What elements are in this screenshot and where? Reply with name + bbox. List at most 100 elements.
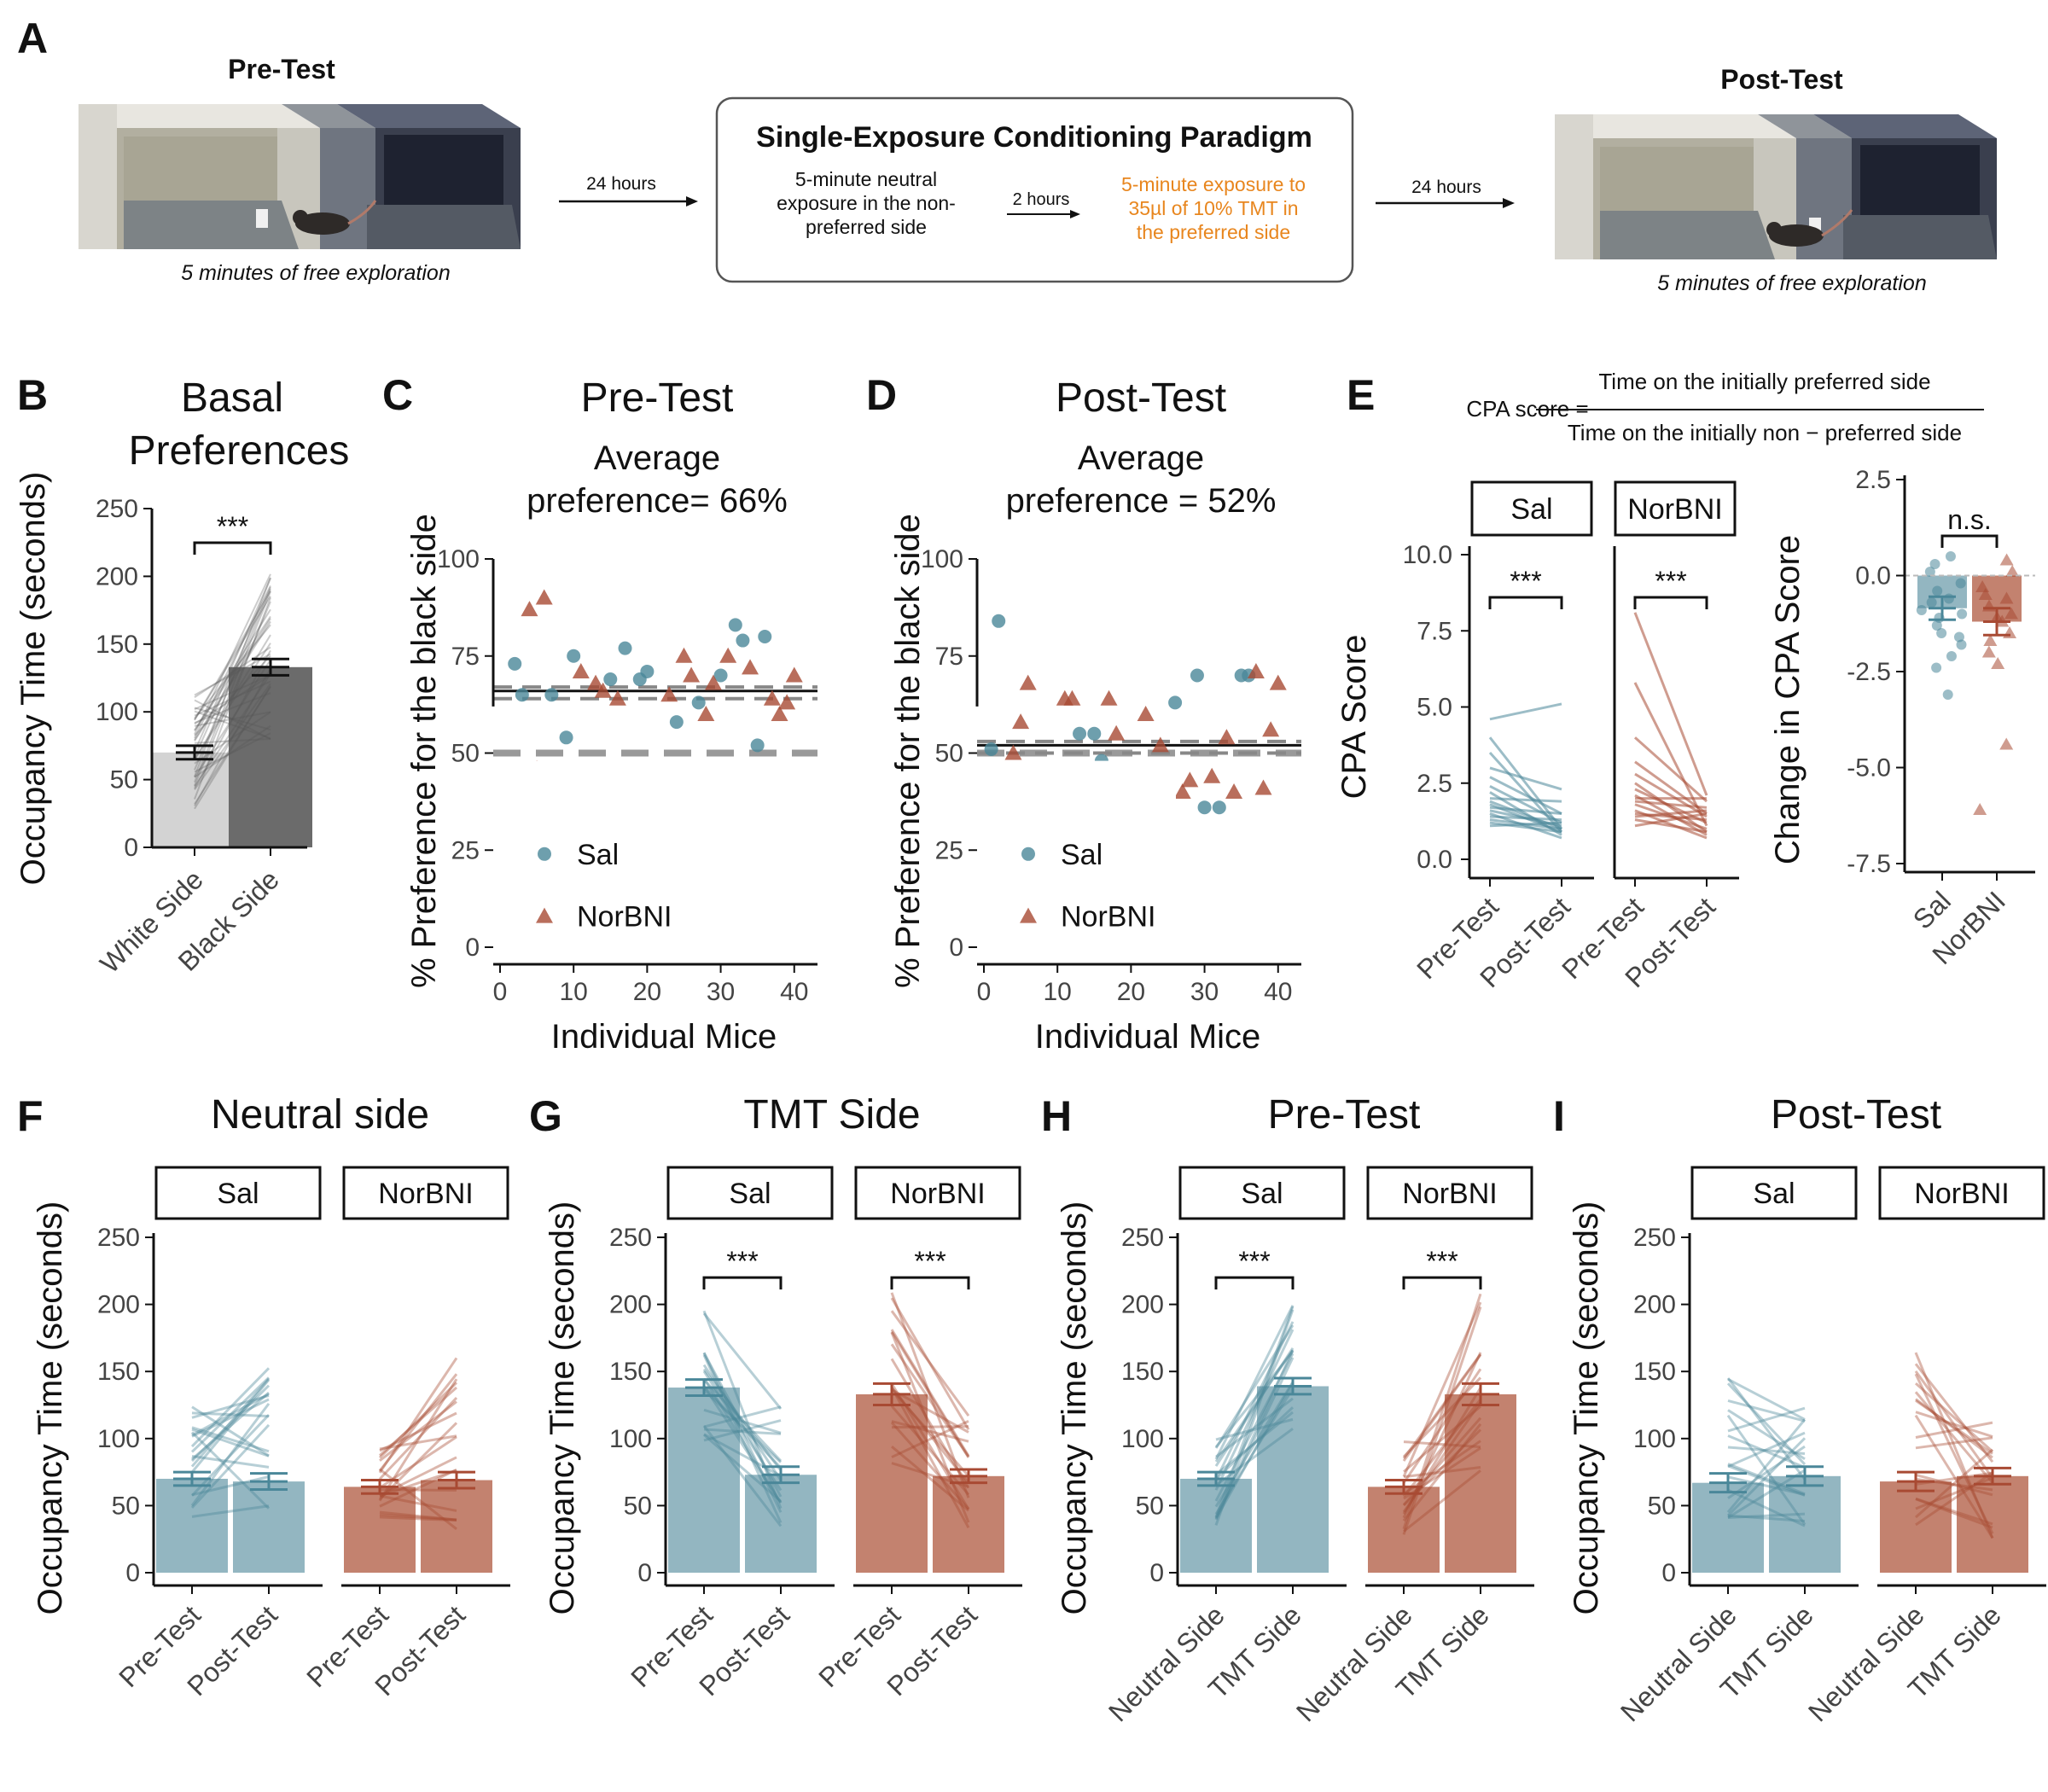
panel-h-y-tick-label: 150	[1121, 1358, 1164, 1386]
panel-c-point-norbni	[771, 706, 788, 721]
panel-i-paired-line-sal	[1727, 1409, 1806, 1461]
panel-d-point-norbni	[1108, 724, 1126, 741]
panel-d-title: Post-Test	[1056, 375, 1226, 421]
panel-f-paired-line-norbni	[379, 1510, 457, 1521]
panel-b-paired-line	[194, 608, 271, 731]
panel-letter-a: A	[17, 15, 48, 62]
panel-b-paired-line	[194, 653, 271, 696]
panel-f-paired-line-sal	[190, 1431, 271, 1510]
panel-e-formula-numerator: Time on the initially preferred side	[1598, 369, 1930, 394]
panel-b-paired-line	[194, 659, 271, 778]
panel-d-legend-sal-marker	[1021, 847, 1035, 861]
panel-i-paired-line-norbni	[1915, 1411, 1993, 1438]
panel-d-point-norbni	[1203, 767, 1221, 783]
panel-g-paired-line-sal	[702, 1368, 783, 1471]
panel-i-paired-line-norbni	[1915, 1382, 1993, 1453]
panel-e2-point-sal	[1955, 578, 1966, 589]
panel-e-paired-line-norbni	[1634, 772, 1708, 818]
panel-e2-point-sal	[1929, 559, 1940, 569]
panel-b-paired-line	[194, 615, 271, 731]
panel-d-point-norbni	[1100, 689, 1118, 706]
panel-c-point-norbni	[675, 647, 693, 663]
panel-b-paired-line	[194, 673, 271, 788]
panel-b-paired-line	[194, 674, 271, 725]
panel-c-legend-norbni-label: NorBNI	[577, 901, 672, 934]
panel-i-paired-line-norbni	[1914, 1414, 1994, 1539]
panel-e-paired-line-norbni	[1634, 800, 1708, 809]
panel-d-point-sal	[1212, 800, 1226, 815]
panel-i-bar-sal-1	[1769, 1475, 1841, 1573]
panel-d-point-norbni	[1218, 729, 1236, 745]
panel-f-paired-line-sal	[191, 1426, 270, 1453]
panel-e2-point-sal	[1957, 608, 1968, 620]
panel-d-y-tick-label: 75	[935, 643, 963, 671]
panel-b-paired-line	[194, 686, 271, 805]
panel-g-paired-line-norbni	[890, 1330, 970, 1458]
panel-f-paired-line-sal	[191, 1411, 270, 1418]
post-test-box-illustration	[1555, 114, 1997, 259]
panel-g-bar-sal-1	[745, 1475, 817, 1573]
panel-c-point-sal	[559, 730, 573, 745]
panel-f-paired-line-norbni	[378, 1396, 458, 1481]
panel-i-paired-line-sal	[1727, 1475, 1806, 1496]
panel-d-point-norbni	[1137, 706, 1155, 721]
panel-e2-point-norbni	[1999, 737, 2014, 750]
panel-b-paired-line	[194, 667, 271, 806]
pre-test-box-illustration	[79, 104, 521, 249]
panel-e2-y-tick-label: 0.0	[1855, 562, 1891, 591]
panel-c-y-tick-label: 25	[451, 836, 480, 864]
panel-f-paired-line-sal	[190, 1367, 271, 1448]
panel-e-sig-sal-label: ***	[1510, 566, 1541, 596]
panel-e-paired-line-sal	[1489, 784, 1562, 824]
panel-b-paired-line	[194, 710, 271, 740]
panel-d-point-norbni	[1262, 721, 1280, 737]
panel-i-paired-line-norbni	[1914, 1370, 1994, 1479]
panel-b-paired-line	[194, 590, 271, 721]
panel-g-paired-line-norbni	[891, 1420, 969, 1458]
panel-g-y-tick-label: 200	[609, 1291, 652, 1319]
panel-i-paired-line-sal	[1726, 1437, 1807, 1517]
panel-c-point-norbni	[535, 589, 553, 605]
panel-d-x-tick-label: 40	[1264, 978, 1292, 1006]
panel-h-paired-line-norbni	[1402, 1353, 1482, 1462]
panel-b-paired-line	[194, 634, 271, 760]
arrow-2-head	[1503, 198, 1515, 208]
panel-d-legend-norbni-marker	[1020, 907, 1037, 923]
panel-d-point-norbni	[1269, 674, 1287, 690]
panel-h-title: Pre-Test	[1268, 1092, 1421, 1137]
panel-f-paired-line-sal	[191, 1394, 270, 1419]
panel-i-paired-line-sal	[1726, 1418, 1807, 1514]
panel-h-paired-line-sal	[1214, 1305, 1295, 1460]
panel-b-bar-white-side	[153, 752, 236, 847]
panel-c-legend-norbni-marker	[536, 907, 553, 923]
panel-i-paired-line-sal	[1727, 1399, 1806, 1423]
panel-h-paired-line-norbni	[1403, 1405, 1481, 1473]
panel-d-legend-bg	[980, 760, 1176, 943]
panel-c-point-sal	[713, 668, 728, 683]
panel-b-paired-line	[194, 624, 271, 719]
panel-e-paired-line-sal	[1489, 815, 1562, 822]
panel-d-point-sal	[1087, 726, 1102, 741]
panel-g-y-tick-label: 0	[637, 1559, 652, 1587]
panel-h-paired-line-sal	[1214, 1321, 1295, 1481]
panel-b-y-tick-label: 100	[96, 698, 138, 726]
panel-c-point-sal	[758, 630, 772, 643]
panel-i-norbni-strip-label: NorBNI	[1914, 1178, 2009, 1210]
panel-g-paired-line-sal	[702, 1378, 783, 1463]
panel-h-paired-line-sal	[1214, 1350, 1295, 1448]
post-test-label: Post-Test	[1720, 64, 1843, 95]
panel-f-norbni-strip	[342, 1166, 509, 1220]
panel-f-norbni-strip-label: NorBNI	[378, 1178, 473, 1210]
panel-e2-y-tick-label: -2.5	[1847, 658, 1891, 686]
panel-c-title: Pre-Test	[581, 375, 734, 421]
panel-h-paired-line-norbni	[1402, 1293, 1482, 1530]
panel-i-bar-norbni-0	[1880, 1481, 1952, 1573]
panel-i-paired-line-sal	[1727, 1514, 1806, 1522]
panel-d-point-norbni	[1012, 713, 1030, 730]
panel-g-paired-line-sal	[702, 1370, 783, 1492]
panel-b-paired-line	[194, 707, 271, 731]
panel-h-paired-line-sal	[1214, 1306, 1295, 1518]
panel-b-y-tick-label: 50	[110, 766, 138, 794]
panel-h-norbni-strip-label: NorBNI	[1402, 1178, 1497, 1210]
